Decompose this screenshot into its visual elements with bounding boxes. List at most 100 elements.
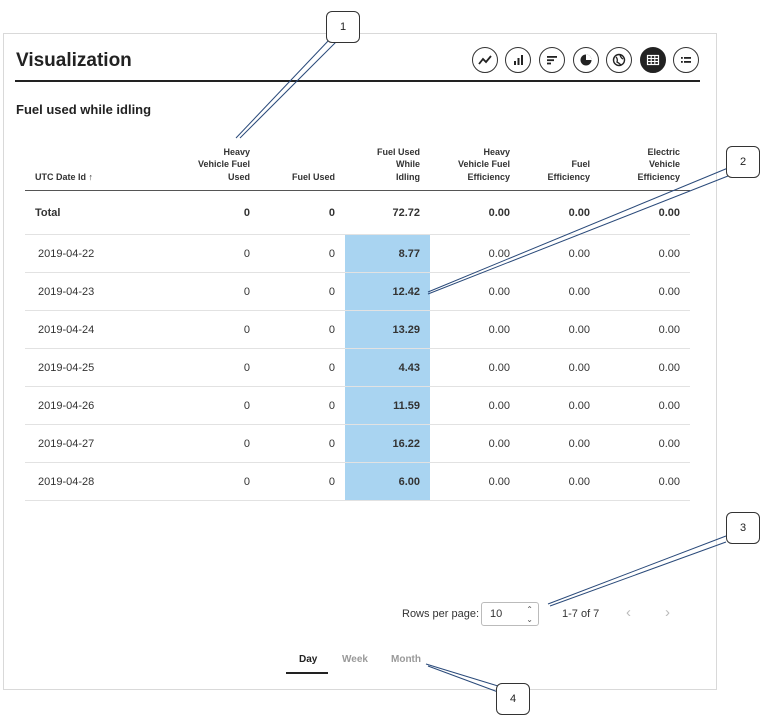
value-cell: 0.00 — [600, 272, 690, 311]
value-cell: 8.77 — [345, 234, 430, 273]
sort-bars-button[interactable] — [539, 47, 565, 73]
column-header-label: Efficiency — [467, 171, 510, 182]
value-cell: 0 — [185, 190, 260, 235]
line-chart-button[interactable] — [472, 47, 498, 73]
rows-per-page-value: 10 — [490, 608, 503, 620]
value-cell: 0 — [185, 386, 260, 425]
active-tab-indicator — [286, 672, 328, 674]
pie-chart-button[interactable] — [573, 47, 599, 73]
value-cell: 0.00 — [600, 234, 690, 273]
table-icon — [646, 54, 660, 66]
chevron-left-icon[interactable]: ‹ — [626, 604, 631, 621]
value-cell: 0.00 — [430, 190, 520, 235]
value-cell: 0.00 — [600, 310, 690, 349]
line-chart-icon — [478, 55, 492, 65]
row-label-cell: 2019-04-25 — [25, 348, 185, 387]
value-cell: 13.29 — [345, 310, 430, 349]
map-button[interactable] — [606, 47, 632, 73]
chevron-right-icon[interactable]: › — [665, 604, 670, 621]
pie-chart-icon — [580, 54, 592, 66]
row-label-cell: 2019-04-24 — [25, 310, 185, 349]
callout-4: 4 — [496, 683, 530, 715]
sort-bars-icon — [547, 56, 557, 65]
value-cell: 0.00 — [430, 424, 520, 463]
tab-day[interactable]: Day — [299, 654, 318, 665]
value-cell: 0 — [260, 462, 345, 501]
value-cell: 0 — [185, 348, 260, 387]
value-cell: 6.00 — [345, 462, 430, 501]
callout-3: 3 — [726, 512, 760, 544]
table-row: 2019-04-25 0 0 4.43 0.00 0.00 0.00 — [25, 348, 690, 387]
value-cell: 0.00 — [520, 190, 600, 235]
value-cell: 72.72 — [345, 190, 430, 235]
column-header-label: UTC Date Id ↑ — [35, 171, 94, 182]
column-header-label: Efficiency — [547, 171, 590, 182]
tab-week[interactable]: Week — [342, 654, 368, 665]
value-cell: 16.22 — [345, 424, 430, 463]
bar-chart-icon — [514, 55, 523, 65]
column-header-label: Fuel Used — [291, 171, 335, 182]
value-cell: 0 — [260, 348, 345, 387]
value-cell: 0 — [260, 234, 345, 273]
value-cell: 0.00 — [600, 386, 690, 425]
value-cell: 0.00 — [520, 424, 600, 463]
value-cell: 0.00 — [600, 190, 690, 235]
value-cell: 0.00 — [430, 462, 520, 501]
column-header[interactable]: UTC Date Id ↑ — [25, 140, 185, 191]
row-label-cell: 2019-04-23 — [25, 272, 185, 311]
list-button[interactable] — [673, 47, 699, 73]
column-header-label: Heavy — [223, 146, 250, 157]
value-cell: 0 — [260, 190, 345, 235]
row-label-cell: 2019-04-28 — [25, 462, 185, 501]
value-cell: 0.00 — [600, 462, 690, 501]
column-header-label: While — [396, 159, 420, 169]
title-divider — [15, 80, 700, 82]
tab-month[interactable]: Month — [391, 654, 421, 665]
callout-2: 2 — [726, 146, 760, 178]
rows-per-page-label: Rows per page: — [402, 608, 480, 620]
table-button[interactable] — [640, 47, 666, 73]
value-cell: 0.00 — [430, 234, 520, 273]
list-icon — [681, 57, 691, 63]
row-label-cell: 2019-04-26 — [25, 386, 185, 425]
table-row: 2019-04-24 0 0 13.29 0.00 0.00 0.00 — [25, 310, 690, 349]
column-header: Heavy Vehicle Fuel Used — [185, 140, 260, 191]
column-header: Fuel Used — [260, 140, 345, 191]
stepper-arrows-icon[interactable]: ⌃ ⌄ — [526, 605, 533, 624]
column-header-label: Electric — [647, 146, 680, 157]
row-label-cell: Total — [25, 190, 185, 235]
column-header-label: Heavy — [483, 146, 510, 157]
row-label-cell: 2019-04-27 — [25, 424, 185, 463]
value-cell: 0.00 — [430, 310, 520, 349]
column-header-label: Vehicle — [648, 159, 680, 169]
value-cell: 0.00 — [430, 348, 520, 387]
value-cell: 0.00 — [600, 424, 690, 463]
value-cell: 0 — [260, 272, 345, 311]
value-cell: 0 — [260, 386, 345, 425]
bar-chart-button[interactable] — [505, 47, 531, 73]
value-cell: 0.00 — [600, 348, 690, 387]
value-cell: 4.43 — [345, 348, 430, 387]
table-row: 2019-04-23 0 0 12.42 0.00 0.00 0.00 — [25, 272, 690, 311]
value-cell: 0.00 — [520, 272, 600, 311]
value-cell: 0.00 — [520, 348, 600, 387]
table-row: 2019-04-28 0 0 6.00 0.00 0.00 0.00 — [25, 462, 690, 501]
column-header-label: Idling — [396, 171, 420, 182]
row-label-cell: 2019-04-22 — [25, 234, 185, 273]
value-cell: 0 — [260, 310, 345, 349]
value-cell: 0.00 — [520, 386, 600, 425]
total-row: Total 0 0 72.72 0.00 0.00 0.00 — [25, 190, 690, 235]
rows-per-page-select[interactable]: 10 ⌃ ⌄ — [481, 602, 539, 626]
callout-1: 1 — [326, 11, 360, 43]
column-header-label: Vehicle Fuel — [197, 159, 250, 169]
value-cell: 0 — [185, 234, 260, 273]
value-cell: 0.00 — [520, 310, 600, 349]
page-title: Visualization — [16, 50, 132, 71]
value-cell: 0.00 — [430, 386, 520, 425]
globe-icon — [612, 53, 626, 67]
value-cell: 0 — [185, 424, 260, 463]
column-header: Fuel Used While Idling — [345, 140, 430, 191]
value-cell: 0.00 — [520, 234, 600, 273]
table-row: 2019-04-22 0 0 8.77 0.00 0.00 0.00 — [25, 234, 690, 273]
